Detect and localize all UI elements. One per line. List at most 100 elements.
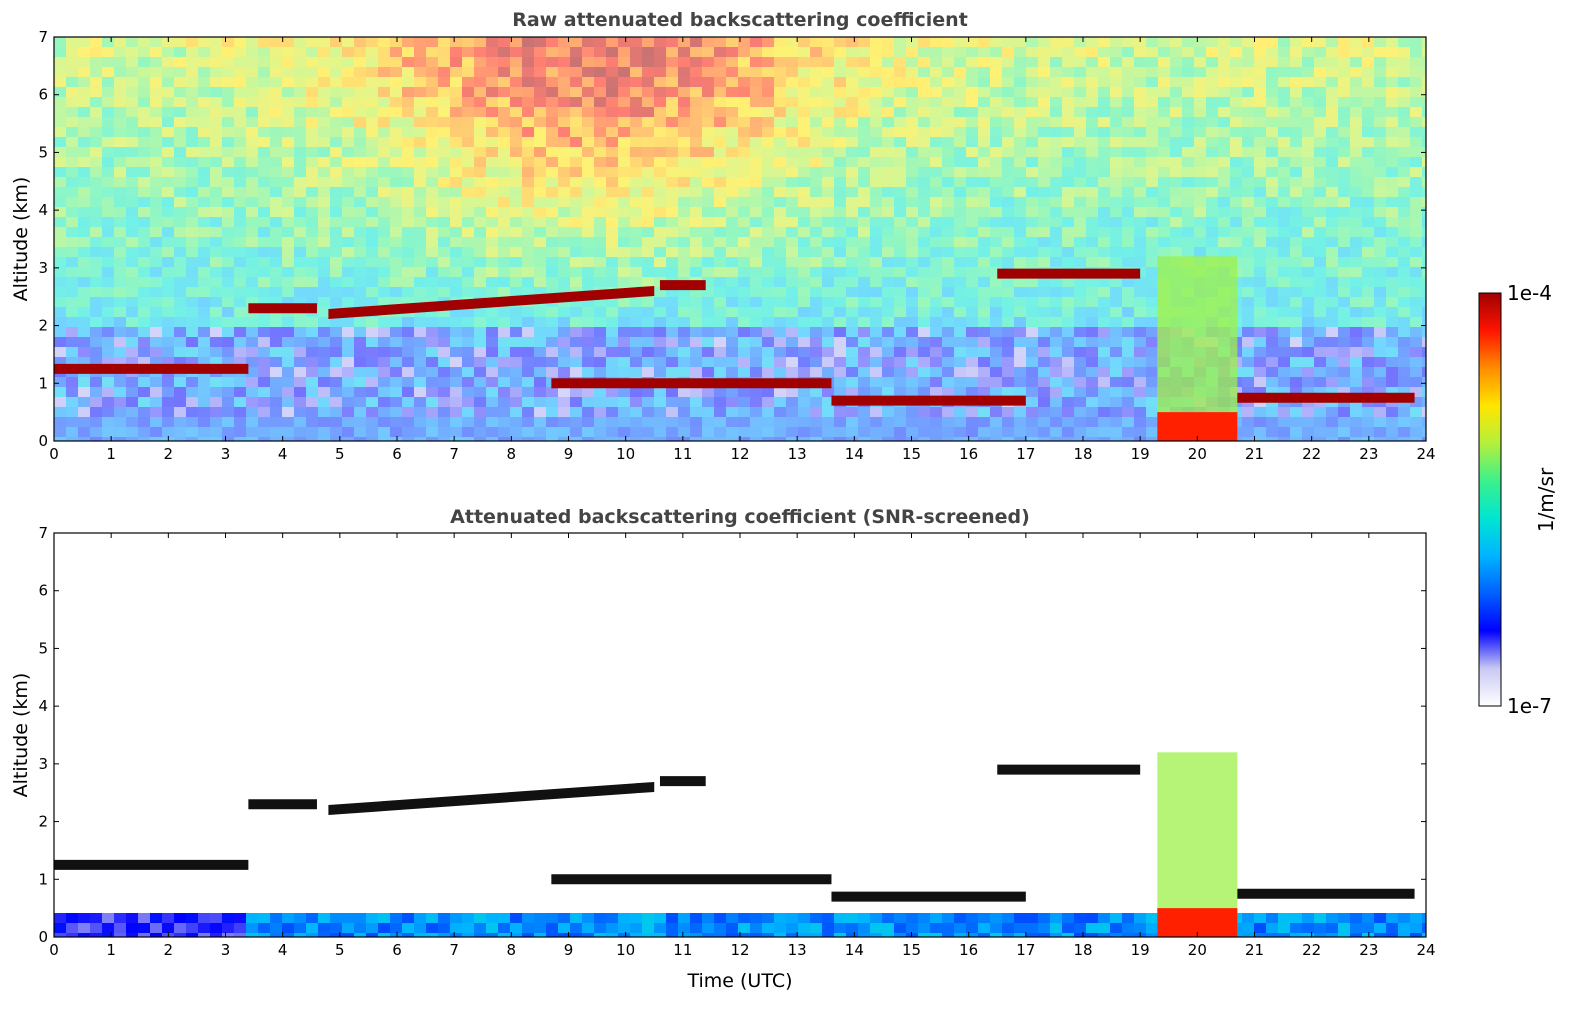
x-tick-label-raw-3: 3 bbox=[221, 445, 231, 463]
layer-raw-5 bbox=[831, 395, 1026, 406]
y-tick-label-snr-3: 3 bbox=[38, 755, 48, 773]
x-tick-label-raw-6: 6 bbox=[392, 445, 402, 463]
x-tick-label-raw-10: 10 bbox=[616, 445, 635, 463]
layer-snr-2 bbox=[328, 781, 655, 816]
layer-snr-1 bbox=[248, 799, 317, 810]
x-tick-label-snr-22: 22 bbox=[1302, 941, 1321, 959]
snr-axis-ticks: 0 1 2 3 4 5 6 7 8 9 10 11 12 13 14 15 16 17 18 19 20 21 22 23 24… bbox=[38, 524, 1435, 959]
colorbar: 1e-4 1e-7 1/m/sr bbox=[1478, 281, 1558, 718]
x-tick-label-raw-7: 7 bbox=[449, 445, 459, 463]
x-tick-label-raw-23: 23 bbox=[1359, 445, 1378, 463]
x-tick-label-snr-15: 15 bbox=[902, 941, 921, 959]
y-tick-label-raw-5: 5 bbox=[38, 143, 48, 161]
x-tick-label-snr-17: 17 bbox=[1016, 941, 1035, 959]
raw-y-axis-label: Altitude (km) bbox=[10, 177, 32, 302]
x-tick-label-raw-2: 2 bbox=[164, 445, 174, 463]
x-tick-label-raw-16: 16 bbox=[959, 445, 978, 463]
x-tick-label-raw-9: 9 bbox=[564, 445, 574, 463]
x-tick-label-snr-11: 11 bbox=[673, 941, 692, 959]
y-tick-label-raw-3: 3 bbox=[38, 259, 48, 277]
layer-raw-8 bbox=[1237, 392, 1415, 403]
x-tick-label-raw-0: 0 bbox=[49, 445, 59, 463]
x-tick-label-snr-24: 24 bbox=[1416, 941, 1435, 959]
x-tick-label-snr-14: 14 bbox=[845, 941, 864, 959]
x-tick-label-raw-20: 20 bbox=[1188, 445, 1207, 463]
y-tick-label-raw-2: 2 bbox=[38, 317, 48, 335]
x-tick-label-raw-11: 11 bbox=[673, 445, 692, 463]
y-tick-label-snr-7: 7 bbox=[38, 524, 48, 542]
x-tick-label-raw-1: 1 bbox=[106, 445, 116, 463]
x-tick-label-raw-24: 24 bbox=[1416, 445, 1435, 463]
x-tick-label-snr-2: 2 bbox=[164, 941, 174, 959]
raw-backscatter-panel: Raw attenuated backscattering coefficien… bbox=[10, 9, 1436, 463]
x-tick-label-raw-19: 19 bbox=[1131, 445, 1150, 463]
x-tick-label-snr-10: 10 bbox=[616, 941, 635, 959]
y-tick-label-raw-6: 6 bbox=[38, 86, 48, 104]
layer-raw-2 bbox=[328, 285, 655, 320]
x-axis-label: Time (UTC) bbox=[686, 970, 792, 992]
y-tick-label-raw-7: 7 bbox=[38, 28, 48, 46]
x-tick-label-snr-7: 7 bbox=[449, 941, 459, 959]
y-tick-label-snr-5: 5 bbox=[38, 639, 48, 657]
layer-snr-5 bbox=[831, 891, 1026, 902]
y-tick-label-snr-2: 2 bbox=[38, 813, 48, 831]
x-tick-label-snr-12: 12 bbox=[730, 941, 749, 959]
layer-snr-7 bbox=[1157, 752, 1238, 937]
layer-snr-4 bbox=[551, 874, 832, 885]
x-tick-label-snr-5: 5 bbox=[335, 941, 345, 959]
y-tick-label-raw-4: 4 bbox=[38, 201, 48, 219]
layer-raw-3 bbox=[659, 280, 706, 291]
snr-panel-title: Attenuated backscattering coefficient (S… bbox=[450, 506, 1030, 528]
x-tick-label-snr-0: 0 bbox=[49, 941, 59, 959]
layer-snr-6 bbox=[997, 764, 1141, 775]
x-tick-label-snr-1: 1 bbox=[106, 941, 116, 959]
colorbar-min-label: 1e-7 bbox=[1507, 694, 1552, 718]
raw-heatmap bbox=[54, 37, 1426, 441]
raw-panel-title: Raw attenuated backscattering coefficien… bbox=[512, 9, 968, 31]
layer-snr-3 bbox=[659, 776, 706, 787]
layer-raw-6 bbox=[997, 268, 1141, 279]
x-tick-label-snr-16: 16 bbox=[959, 941, 978, 959]
x-tick-label-snr-13: 13 bbox=[788, 941, 807, 959]
x-tick-label-snr-6: 6 bbox=[392, 941, 402, 959]
snr-heatmap bbox=[54, 752, 1426, 937]
layer-raw-1 bbox=[248, 303, 317, 314]
x-tick-label-raw-22: 22 bbox=[1302, 445, 1321, 463]
x-tick-label-snr-23: 23 bbox=[1359, 941, 1378, 959]
x-tick-label-raw-13: 13 bbox=[788, 445, 807, 463]
y-tick-label-snr-4: 4 bbox=[38, 697, 48, 715]
x-tick-label-raw-17: 17 bbox=[1016, 445, 1035, 463]
layer-raw-7 bbox=[1157, 256, 1238, 441]
x-tick-label-raw-15: 15 bbox=[902, 445, 921, 463]
colorbar-max-label: 1e-4 bbox=[1507, 281, 1552, 305]
x-tick-label-snr-8: 8 bbox=[507, 941, 517, 959]
y-tick-label-snr-1: 1 bbox=[38, 870, 48, 888]
x-tick-label-raw-14: 14 bbox=[845, 445, 864, 463]
raw-axis-ticks: 0 1 2 3 4 5 6 7 8 9 10 11 12 13 14 15 16 17 18 19 20 21 22 23 24… bbox=[38, 28, 1435, 463]
x-tick-label-snr-9: 9 bbox=[564, 941, 574, 959]
x-tick-label-snr-4: 4 bbox=[278, 941, 288, 959]
colorbar-gradient bbox=[1478, 292, 1502, 707]
x-tick-label-snr-3: 3 bbox=[221, 941, 231, 959]
y-tick-label-snr-0: 0 bbox=[38, 928, 48, 946]
y-tick-label-raw-1: 1 bbox=[38, 374, 48, 392]
layer-snr-8 bbox=[1237, 888, 1415, 899]
x-tick-label-raw-8: 8 bbox=[507, 445, 517, 463]
layer-snr-0 bbox=[54, 859, 249, 870]
x-tick-label-raw-21: 21 bbox=[1245, 445, 1264, 463]
snr-y-axis-label: Altitude (km) bbox=[10, 673, 32, 798]
x-tick-label-raw-4: 4 bbox=[278, 445, 288, 463]
x-tick-label-snr-21: 21 bbox=[1245, 941, 1264, 959]
layer-raw-0 bbox=[54, 363, 249, 374]
x-tick-label-raw-18: 18 bbox=[1073, 445, 1092, 463]
y-tick-label-raw-0: 0 bbox=[38, 432, 48, 450]
x-tick-label-snr-18: 18 bbox=[1073, 941, 1092, 959]
x-tick-label-raw-5: 5 bbox=[335, 445, 345, 463]
layer-raw-4 bbox=[551, 378, 832, 389]
colorbar-unit-label: 1/m/sr bbox=[1534, 467, 1558, 532]
snr-screened-panel: Attenuated backscattering coefficient (S… bbox=[10, 506, 1436, 992]
x-tick-label-snr-20: 20 bbox=[1188, 941, 1207, 959]
x-tick-label-raw-12: 12 bbox=[730, 445, 749, 463]
x-tick-label-snr-19: 19 bbox=[1131, 941, 1150, 959]
